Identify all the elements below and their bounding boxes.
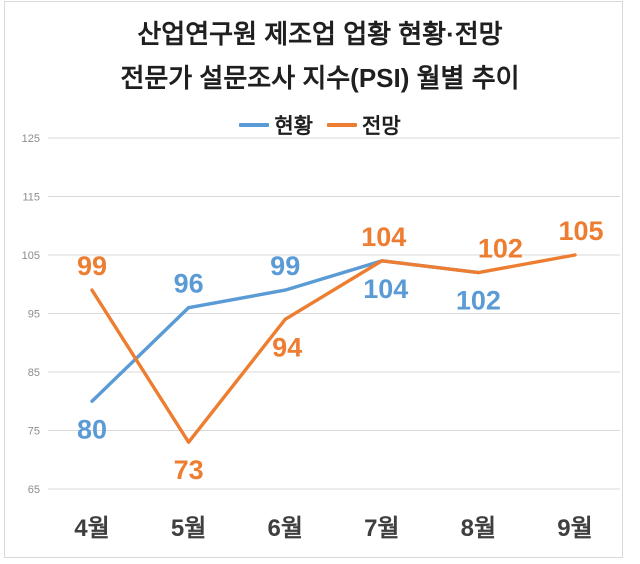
data-label-현황: 102 bbox=[456, 286, 501, 316]
y-axis-tick-label: 85 bbox=[28, 367, 40, 379]
x-axis-month-label: 6월 bbox=[267, 515, 302, 542]
outlook-series-swatch-icon bbox=[327, 123, 357, 127]
data-label-현황: 99 bbox=[270, 251, 300, 281]
y-axis-tick-label: 65 bbox=[28, 484, 40, 496]
data-label-전망: 99 bbox=[77, 251, 107, 281]
x-axis-month-label: 9월 bbox=[557, 515, 592, 542]
data-label-현황: 104 bbox=[363, 274, 408, 304]
x-axis-month-label: 4월 bbox=[74, 515, 109, 542]
x-axis-month-label: 7월 bbox=[364, 515, 399, 542]
y-axis-tick-label: 115 bbox=[22, 192, 40, 204]
series-line-전망 bbox=[90, 253, 577, 444]
data-label-전망: 105 bbox=[558, 216, 603, 246]
legend-label-outlook: 전망 bbox=[362, 115, 401, 138]
data-label-전망: 73 bbox=[174, 455, 204, 485]
data-label-현황: 96 bbox=[174, 269, 204, 299]
y-axis-tick-label: 105 bbox=[22, 250, 40, 262]
current-series-swatch-icon bbox=[239, 123, 270, 127]
y-axis-tick-label: 75 bbox=[28, 426, 40, 438]
data-label-전망: 104 bbox=[361, 222, 406, 252]
chart-legend: 현황 전망 bbox=[0, 110, 640, 140]
y-axis-tick-label: 95 bbox=[28, 309, 40, 321]
data-label-전망: 102 bbox=[478, 234, 523, 264]
x-axis-month-label: 5월 bbox=[171, 515, 206, 542]
y-axis-tick-label: 125 bbox=[22, 133, 40, 145]
chart-title-line1: 산업연구원 제조업 업황 현황·전망 bbox=[137, 19, 503, 49]
data-label-현황: 80 bbox=[77, 414, 107, 444]
data-label-전망: 94 bbox=[272, 332, 302, 362]
x-axis-month-label: 8월 bbox=[461, 515, 496, 542]
legend-item-outlook: 전망 bbox=[327, 110, 401, 140]
chart-title-line2: 전문가 설문조사 지수(PSI) 월별 추이 bbox=[120, 63, 520, 93]
chart-frame bbox=[4, 1, 623, 558]
legend-label-current: 현황 bbox=[274, 115, 313, 138]
legend-item-current: 현황 bbox=[239, 110, 313, 140]
